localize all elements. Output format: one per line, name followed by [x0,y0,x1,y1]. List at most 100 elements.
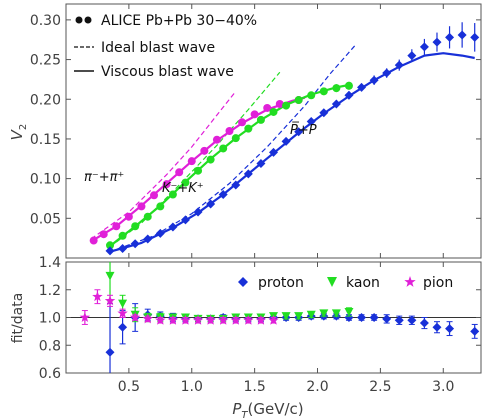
top-y-tick-label: 0.05 [30,211,61,227]
top-data-point [243,169,253,179]
top-data-point [112,222,121,231]
top-y-ticks: 0.05 0.10 0.15 0.20 0.25 0.30 [30,13,481,227]
top-data-point [118,231,127,240]
bottom-y-tick-label: 1.4 [39,255,61,271]
bottom-data-point-kaon [118,299,128,309]
bottom-data-point-kaon [319,309,329,318]
top-data-point [231,180,241,190]
top-data-point [307,91,316,100]
bottom-data-point-pion [155,314,166,325]
top-data-point [269,147,278,157]
bottom-data-point-kaon [306,310,316,320]
bottom-y-tick-label: 0.6 [39,366,61,382]
x-axis-title-sub: T [241,410,248,420]
bottom-data-point-pion [230,314,241,325]
bottom-data-point-kaon [281,312,291,321]
top-y-tick-label: 0.25 [30,53,61,69]
legend-proton: proton [258,275,304,291]
top-data-point [275,100,284,109]
top-y-axis-title: V2 [8,124,29,141]
bottom-data-point-pion [255,314,267,325]
top-data-point [294,127,304,137]
top-data-point [282,101,291,110]
top-y-tick-label: 0.15 [30,132,61,148]
top-data-point [225,127,234,135]
top-data-point [445,32,455,42]
legend-proton-marker [238,277,248,287]
bottom-data-point-proton [394,315,404,325]
x-axis-title-main: P [232,400,242,418]
bottom-data-point-pion [268,314,279,325]
bottom-data-point-proton [470,326,480,336]
top-data-points [89,22,480,256]
bottom-data-point-proton [445,324,455,334]
bottom-data-point-proton [105,347,115,357]
bottom-x-ticks: 0.5 1.0 1.5 2.0 2.5 3.0 [118,262,454,395]
top-data-point [181,178,190,187]
top-data-point [218,190,228,199]
legend-marker-dot-2 [84,16,92,24]
bottom-data-point-pion [167,314,179,325]
bottom-data-point-pion [117,307,128,318]
bottom-x-tick-label: 2.5 [369,379,391,395]
bottom-data-points [79,262,480,373]
top-data-point [457,30,467,40]
bottom-data-point-pion [205,314,216,325]
top-data-point [137,202,146,211]
bottom-data-point-pion [180,314,191,325]
bottom-legend: proton kaon pion [238,275,453,291]
top-data-point [432,37,442,47]
bottom-data-point-proton [118,322,128,332]
top-data-point [187,157,196,166]
top-data-point [306,116,316,126]
legend-pion: pion [423,275,453,291]
top-data-point [344,81,353,90]
top-data-point [238,118,247,127]
proton-annotation: P̅+P [290,122,317,138]
top-data-point [231,134,240,143]
top-data-point [319,108,329,118]
bottom-data-point-pion [129,312,141,322]
top-legend: ALICE Pb+Pb 30−40% Ideal blast wave Visc… [74,13,257,80]
bottom-data-point-proton [369,313,379,322]
x-axis-title: PT(GeV/c) [232,400,303,420]
top-data-point [212,135,221,144]
bottom-panel: 0.6 0.8 1.0 1.2 1.4 0.5 1.0 1.5 2.0 2.5 3.0 fit/d… [10,255,482,420]
top-data-point [269,107,278,116]
bottom-data-point-kaon [331,309,341,318]
top-data-point [168,190,177,199]
top-data-point [150,191,159,200]
bottom-data-point-kaon [294,312,304,321]
top-data-point [357,82,367,92]
top-data-point [175,168,184,177]
top-data-point [219,144,228,153]
bottom-data-point-kaon [344,307,354,317]
bottom-data-point-pion [104,295,116,306]
legend-kaon-marker [327,277,337,287]
top-data-point [118,243,128,253]
top-data-point [155,228,165,238]
top-data-point [156,202,165,211]
top-data-point [168,222,178,232]
top-data-point [256,115,265,124]
x-axis-title-unit: (GeV/c) [248,400,304,418]
bottom-x-tick-label: 0.5 [118,379,140,395]
top-data-point [130,239,140,249]
top-data-point [193,207,203,217]
top-data-point [162,180,171,189]
top-data-point [124,212,133,221]
top-data-point [382,68,392,78]
top-data-point [369,75,379,85]
top-data-point [281,136,291,146]
top-data-point [332,84,341,93]
top-data-point [143,212,152,221]
bottom-y-tick-label: 1.0 [39,311,61,327]
top-data-point [331,99,341,109]
bottom-data-point-proton [357,313,367,322]
bottom-y-ticks: 0.6 0.8 1.0 1.2 1.4 [39,255,481,382]
bottom-data-point-pion [243,314,254,325]
kaon-annotation: K⁻+K⁺ [162,181,204,196]
bottom-x-tick-label: 1.0 [181,379,203,395]
top-data-point [319,87,328,96]
